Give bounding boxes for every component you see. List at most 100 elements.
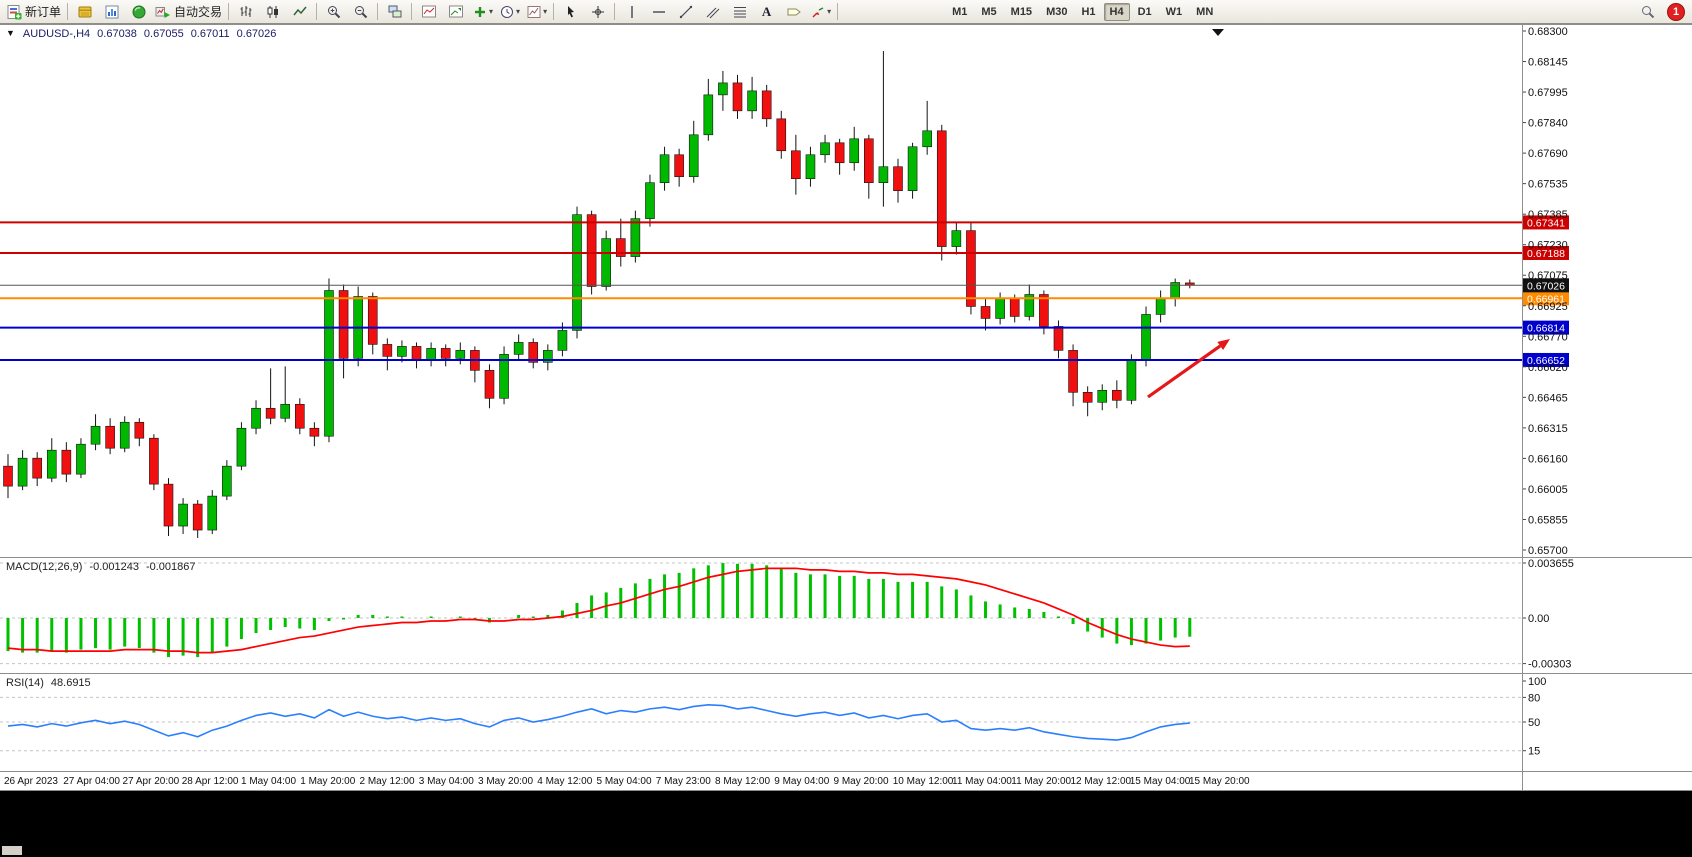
svg-text:1 May 04:00: 1 May 04:00: [241, 776, 296, 787]
zoom-out-button[interactable]: [347, 0, 374, 23]
toolbar-separator: [377, 3, 379, 20]
add-indicator-button[interactable]: ▾: [469, 0, 496, 23]
svg-text:12 May 12:00: 12 May 12:00: [1071, 776, 1132, 787]
auto-trading-icon: [155, 4, 171, 20]
tile-windows-button[interactable]: [381, 0, 408, 23]
market-watch-button[interactable]: [71, 0, 98, 23]
text-tool-icon: A: [761, 3, 772, 19]
macd-value-main: -0.001243: [89, 561, 139, 573]
svg-text:0.67341: 0.67341: [1527, 217, 1565, 229]
svg-text:0.66652: 0.66652: [1527, 355, 1565, 367]
svg-text:1 May 20:00: 1 May 20:00: [300, 776, 355, 787]
bar-chart-mode-button[interactable]: [232, 0, 259, 23]
fibonacci-tool[interactable]: [726, 0, 753, 23]
timeframe-MN[interactable]: MN: [1196, 5, 1214, 18]
trendline-tool[interactable]: [672, 0, 699, 23]
svg-text:0.66961: 0.66961: [1527, 293, 1565, 305]
candlestick-mode-button[interactable]: [259, 0, 286, 23]
svg-text:27 Apr 04:00: 27 Apr 04:00: [63, 776, 120, 787]
rsi-label: RSI(14): [6, 677, 44, 689]
auto-trading-button[interactable]: 自动交易: [152, 0, 225, 23]
timeframe-H1[interactable]: H1: [1081, 5, 1096, 18]
channel-tool[interactable]: [699, 0, 726, 23]
indicator-arrow-button[interactable]: [442, 0, 469, 23]
chart-shift-marker-icon[interactable]: [1212, 29, 1224, 36]
zoom-in-button[interactable]: [320, 0, 347, 23]
vertical-line-icon: [624, 4, 640, 20]
price-axis[interactable]: 0.68300 0.68145 0.67995 0.67840 0.67690 0.675…: [1522, 26, 1568, 557]
svg-text:0.67075: 0.67075: [1528, 270, 1568, 282]
svg-text:9 May 04:00: 9 May 04:00: [774, 776, 829, 787]
navigator-button[interactable]: [125, 0, 152, 23]
navigator-icon: [131, 4, 147, 20]
arrows-tool[interactable]: ▾: [807, 0, 834, 23]
notification-badge[interactable]: 1: [1667, 2, 1685, 21]
svg-text:2 May 12:00: 2 May 12:00: [360, 776, 415, 787]
svg-text:50: 50: [1528, 717, 1540, 729]
tile-windows-icon: [387, 4, 403, 20]
chevron-down-icon: ▾: [489, 7, 494, 16]
horizontal-scrollbar-thumb[interactable]: [2, 846, 22, 855]
data-window-button[interactable]: [98, 0, 125, 23]
horizontal-line-tool[interactable]: [645, 0, 672, 23]
cursor-button[interactable]: [557, 0, 584, 23]
timeframe-M30[interactable]: M30: [1046, 5, 1068, 18]
svg-text:3 May 04:00: 3 May 04:00: [419, 776, 474, 787]
timeframe-W1[interactable]: W1: [1165, 5, 1183, 18]
trendline-icon: [678, 4, 694, 20]
indicators-button[interactable]: [415, 0, 442, 23]
label-tool-icon: [786, 4, 802, 20]
svg-text:0.67840: 0.67840: [1528, 118, 1568, 130]
price-tag-0.67341: 0.67341: [1523, 215, 1569, 230]
ohlc-low: 0.67011: [190, 28, 230, 40]
svg-text:0.66005: 0.66005: [1528, 484, 1568, 496]
toolbar-separator: [553, 3, 555, 20]
vertical-line-tool[interactable]: [618, 0, 645, 23]
market-watch-icon: [77, 4, 93, 20]
channel-icon: [705, 4, 721, 20]
timeframe-D1[interactable]: D1: [1137, 5, 1152, 18]
svg-text:10 May 12:00: 10 May 12:00: [893, 776, 954, 787]
fibonacci-icon: [732, 4, 748, 20]
indicators-icon: [421, 4, 437, 20]
label-tool[interactable]: [780, 0, 807, 23]
text-tool[interactable]: A: [753, 0, 780, 23]
search-icon: [1640, 4, 1656, 20]
macd-value-signal: -0.001867: [145, 561, 196, 573]
svg-text:11 May 04:00: 11 May 04:00: [952, 776, 1012, 787]
svg-text:0.66465: 0.66465: [1528, 392, 1568, 404]
crosshair-icon: [590, 4, 606, 20]
timeframe-M5[interactable]: M5: [981, 5, 997, 18]
panel-separators: [0, 24, 1692, 791]
svg-text:0.67385: 0.67385: [1528, 209, 1568, 221]
horizontal-line-icon: [651, 4, 667, 20]
search-button[interactable]: [1634, 0, 1661, 23]
macd-grid: 0.003655 0.00 -0.00303: [0, 558, 1574, 671]
toolbar-separator: [228, 3, 230, 20]
rsi-grid: 100 80 50 15: [0, 676, 1546, 758]
rsi-line: [7, 703, 1190, 741]
auto-trading-label: 自动交易: [174, 5, 223, 19]
template-button[interactable]: ▾: [523, 0, 550, 23]
svg-text:0.67690: 0.67690: [1528, 148, 1568, 160]
one-click-arrow-icon[interactable]: ▼: [6, 28, 15, 38]
period-button[interactable]: ▾: [496, 0, 523, 23]
add-indicator-icon: [472, 4, 488, 20]
timeframe-M1[interactable]: M1: [952, 5, 968, 18]
chart-title-row: ▼ AUDUSD-,H4 0.67038 0.67055 0.67011 0.6…: [6, 28, 276, 40]
trend-arrow-annotation[interactable]: [1147, 339, 1230, 399]
svg-text:0.65700: 0.65700: [1528, 545, 1568, 557]
new-order-label: 新订单: [25, 5, 62, 19]
svg-text:15 May 20:00: 15 May 20:00: [1189, 776, 1250, 787]
line-chart-mode-button[interactable]: [286, 0, 313, 23]
current-price-tag: 0.67026: [1523, 278, 1569, 293]
crosshair-button[interactable]: [584, 0, 611, 23]
time-axis[interactable]: 26 Apr 2023 27 Apr 04:00 27 Apr 20:00 28 Ap…: [4, 776, 1250, 787]
new-order-button[interactable]: 新订单: [3, 0, 64, 23]
timeframe-H4[interactable]: H4: [1103, 2, 1130, 21]
chevron-down-icon: ▾: [543, 7, 548, 16]
main-toolbar: 新订单 自动交易 ▾ ▾ ▾ A ▾ M1 M5 M15 M30 H1 H4 D1 W1 MN …: [0, 0, 1692, 24]
timeframe-M15[interactable]: M15: [1010, 5, 1033, 18]
svg-text:80: 80: [1528, 692, 1540, 704]
